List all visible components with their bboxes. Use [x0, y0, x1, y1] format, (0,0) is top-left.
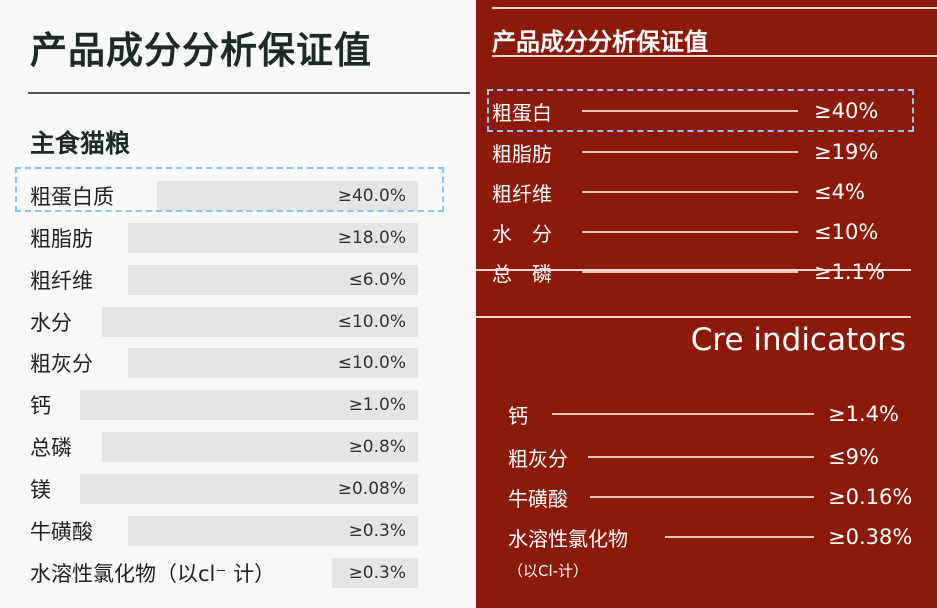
row-label: 粗灰分 — [30, 352, 93, 376]
row-label: 水分 — [30, 311, 72, 335]
leader-line — [582, 151, 798, 153]
leader-line — [582, 231, 798, 233]
value-bar: ≤10.0% — [102, 307, 418, 337]
row-value: ≥1.4% — [828, 402, 899, 426]
table-row: 粗脂肪 ≥19% — [492, 137, 878, 167]
table-row: 粗纤维 ≤6.0% — [30, 264, 418, 296]
row-value: ≤9% — [828, 445, 879, 469]
value-bar: ≤6.0% — [128, 265, 418, 295]
row-label: 牛磺酸 — [30, 520, 93, 544]
row-label: 镁 — [30, 478, 51, 502]
row-label: 粗脂肪 — [30, 227, 93, 251]
divider — [28, 92, 470, 94]
divider — [476, 316, 911, 318]
row-value: ≥1.1% — [814, 260, 885, 284]
value-bar: ≥18.0% — [128, 223, 418, 253]
row-value: ≥40.0% — [337, 186, 406, 206]
row-label: 粗蛋白 — [492, 100, 552, 125]
table-row: 水溶性氯化物（以cl⁻ 计） ≥0.3% — [30, 557, 418, 589]
row-value: ≤6.0% — [348, 270, 406, 290]
value-bar: ≥1.0% — [80, 390, 418, 420]
row-label: 粗纤维 — [30, 269, 93, 293]
table-row: 钙 ≥1.0% — [30, 389, 418, 421]
value-bar: ≥0.3% — [128, 516, 418, 546]
row-value: ≥19% — [814, 140, 879, 164]
highlight-box — [15, 167, 444, 212]
table-row: 水 分 ≤10% — [492, 217, 878, 247]
row-value: ≥0.3% — [348, 521, 406, 541]
row-value: ≥0.38% — [828, 525, 913, 549]
table-row: 镁 ≥0.08% — [30, 473, 418, 505]
row-label: 粗纤维 — [492, 181, 552, 206]
leader-line — [582, 110, 798, 112]
row-value: ≥0.8% — [348, 437, 406, 457]
leader-line — [582, 191, 798, 193]
table-row: 钙 ≥1.4% — [508, 399, 899, 429]
row-value: ≤10.0% — [337, 312, 406, 332]
row-value: ≥0.3% — [348, 563, 406, 583]
table-row: 水溶性氯化物 ≥0.38% — [508, 522, 912, 552]
row-value: ≤10.0% — [337, 353, 406, 373]
table-row: 总磷 ≥0.8% — [30, 431, 418, 463]
row-value: ≥18.0% — [337, 228, 406, 248]
leader-line — [590, 496, 814, 498]
table-row: 粗脂肪 ≥18.0% — [30, 222, 418, 254]
leader-line — [552, 413, 814, 415]
right-panel: 产品成分分析保证值 粗蛋白 ≥40% 粗脂肪 ≥19% 粗纤维 ≤4% 水 分 ≤10% 总 磷… — [476, 0, 937, 608]
row-label: 总 磷 — [492, 261, 552, 286]
row-value: ≥0.08% — [337, 479, 406, 499]
row-value: ≤10% — [814, 220, 879, 244]
table-row: 总 磷 ≥1.1% — [492, 257, 885, 287]
section-title: Cre indicators — [690, 322, 906, 358]
table-row: 粗灰分 ≤10.0% — [30, 347, 418, 379]
row-label: 钙 — [508, 403, 528, 428]
table-row: 粗灰分 ≤9% — [508, 442, 879, 472]
left-title: 产品成分分析保证值 — [30, 29, 372, 72]
leader-line — [665, 536, 814, 538]
table-row: 粗蛋白 ≥40% — [492, 96, 878, 126]
table-row: 水分 ≤10.0% — [30, 306, 418, 338]
table-row: 牛磺酸 ≥0.16% — [508, 482, 912, 512]
row-label: 总磷 — [30, 436, 72, 460]
row-label: 粗蛋白质 — [30, 185, 114, 209]
value-bar: ≥0.3% — [332, 558, 418, 588]
divider — [492, 55, 937, 57]
divider — [476, 269, 911, 271]
left-panel: 产品成分分析保证值 主食猫粮 粗蛋白质 ≥40.0% 粗脂肪 ≥18.0% 粗纤维 ≤6.… — [15, 29, 470, 589]
row-value: ≤4% — [814, 180, 865, 204]
left-subtitle: 主食猫粮 — [30, 129, 131, 158]
divider — [492, 7, 937, 9]
row-value: ≥40% — [814, 99, 879, 123]
row-label: 牛磺酸 — [508, 486, 568, 511]
row-label: 粗灰分 — [508, 446, 568, 471]
table-row: 粗蛋白质 ≥40.0% — [30, 180, 418, 212]
value-bar: ≥0.08% — [80, 474, 418, 504]
row-label: 水溶性氯化物 — [508, 526, 628, 551]
row-value: ≥1.0% — [348, 395, 406, 415]
row-label: 钙 — [30, 394, 51, 418]
table-row: 牛磺酸 ≥0.3% — [30, 515, 418, 547]
highlight-box — [487, 89, 914, 132]
value-bar: ≤10.0% — [128, 348, 418, 378]
value-bar: ≥40.0% — [157, 181, 418, 211]
row-label: 水溶性氯化物（以cl⁻ 计） — [30, 562, 276, 586]
note: （以Cl-计） — [508, 562, 589, 580]
value-bar: ≥0.8% — [102, 432, 418, 462]
row-label: 水 分 — [492, 221, 552, 246]
right-title: 产品成分分析保证值 — [492, 28, 708, 56]
leader-line — [582, 271, 798, 273]
row-value: ≥0.16% — [828, 485, 913, 509]
row-label: 粗脂肪 — [492, 141, 552, 166]
table-row: 粗纤维 ≤4% — [492, 177, 865, 207]
leader-line — [588, 456, 814, 458]
